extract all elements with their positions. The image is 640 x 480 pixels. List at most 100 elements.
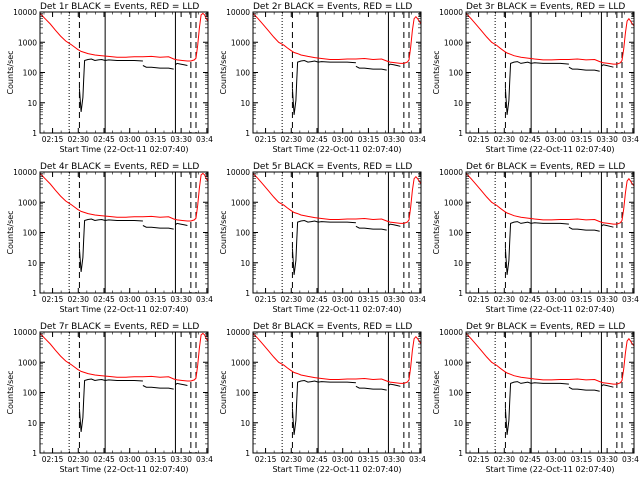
y-tick-label: 10 — [27, 419, 37, 428]
x-tick-label: 02:30 — [280, 295, 302, 304]
series-lld-line — [253, 333, 421, 384]
y-axis-label: Counts/sec — [219, 210, 228, 254]
y-tick-label: 10000 — [13, 8, 37, 17]
chart-title: Det 3r BLACK = Events, RED = LLD — [466, 2, 625, 12]
series-group — [466, 333, 634, 435]
x-tick-label: 02:15 — [42, 455, 64, 464]
series-events-line — [601, 64, 614, 68]
chart-svg: Det 8r BLACK = Events, RED = LLD 1 10 100 10… — [219, 322, 426, 474]
series-events-line — [78, 58, 143, 112]
series-group — [40, 332, 208, 432]
x-tick-label: 03:15 — [145, 455, 167, 464]
y-tick-label: 1000 — [18, 358, 37, 367]
x-tick-label: 03:30 — [383, 295, 405, 304]
series-group — [466, 173, 634, 275]
y-tick-label: 10000 — [226, 328, 250, 337]
y-axis-label: Counts/sec — [432, 50, 441, 94]
y-tick-label: 100 — [236, 229, 251, 238]
x-axis-label: Start Time (22-Oct-11 02:07:40) — [272, 305, 401, 314]
x-tick-label: 02:45 — [93, 455, 115, 464]
x-tick-label: 03:15 — [145, 135, 167, 144]
x-tick-label: 02:45 — [93, 295, 115, 304]
x-tick-label: 02:15 — [42, 135, 64, 144]
series-events-line — [355, 385, 387, 391]
series-events-line — [601, 384, 614, 388]
chart-svg: Det 5r BLACK = Events, RED = LLD 1 10 100 10… — [219, 162, 426, 314]
y-tick-label: 10000 — [226, 8, 250, 17]
y-tick-label: 10000 — [13, 328, 37, 337]
series-lld-line — [466, 13, 634, 65]
x-axis-label: Start Time (22-Oct-11 02:07:40) — [272, 465, 401, 474]
y-axis-label: Counts/sec — [432, 210, 441, 254]
detector-panel-2: Det 2r BLACK = Events, RED = LLD 1 10 100 10… — [213, 0, 426, 160]
y-tick-label: 1 — [32, 129, 37, 138]
y-tick-label: 10 — [240, 259, 250, 268]
y-axis-label: Counts/sec — [219, 370, 228, 414]
detector-panel-9: Det 9r BLACK = Events, RED = LLD 1 10 100 10… — [426, 320, 639, 480]
x-tick-label: 03:00 — [545, 295, 567, 304]
x-tick-label: 03:45 — [409, 135, 426, 144]
y-tick-label: 10000 — [226, 168, 250, 177]
y-tick-label: 10000 — [439, 328, 463, 337]
y-tick-label: 10000 — [13, 168, 37, 177]
chart-title: Det 5r BLACK = Events, RED = LLD — [253, 162, 412, 172]
x-tick-label: 02:45 — [519, 455, 541, 464]
x-tick-label: 03:30 — [383, 135, 405, 144]
x-tick-label: 02:15 — [468, 135, 490, 144]
x-tick-label: 02:15 — [42, 295, 64, 304]
series-events-line — [291, 59, 356, 115]
detector-panel-3: Det 3r BLACK = Events, RED = LLD 1 10 100 10… — [426, 0, 639, 160]
series-group — [466, 13, 634, 115]
x-tick-label: 03:00 — [119, 295, 141, 304]
y-axis-label: Counts/sec — [6, 50, 15, 94]
chart-svg: Det 3r BLACK = Events, RED = LLD 1 10 100 10… — [432, 2, 639, 154]
y-tick-label: 1000 — [444, 358, 463, 367]
plot-frame — [252, 11, 422, 134]
chart-svg: Det 6r BLACK = Events, RED = LLD 1 10 100 10… — [432, 162, 639, 314]
x-tick-label: 03:45 — [409, 455, 426, 464]
y-tick-label: 100 — [449, 229, 464, 238]
y-tick-label: 10 — [453, 99, 463, 108]
x-tick-label: 02:45 — [93, 135, 115, 144]
series-lld-line — [466, 333, 634, 385]
series-events-line — [78, 218, 143, 272]
y-tick-label: 1000 — [231, 358, 250, 367]
series-lld-line — [466, 173, 634, 225]
detector-panel-8: Det 8r BLACK = Events, RED = LLD 1 10 100 10… — [213, 320, 426, 480]
x-axis-label: Start Time (22-Oct-11 02:07:40) — [59, 145, 188, 154]
x-axis-label: Start Time (22-Oct-11 02:07:40) — [59, 465, 188, 474]
x-tick-label: 03:15 — [571, 455, 593, 464]
y-tick-label: 100 — [23, 69, 38, 78]
series-lld-line — [40, 172, 208, 222]
series-events-line — [388, 383, 401, 387]
x-tick-label: 02:15 — [468, 295, 490, 304]
x-axis-label: Start Time (22-Oct-11 02:07:40) — [485, 305, 614, 314]
series-events-line — [568, 66, 600, 72]
series-events-line — [504, 381, 569, 435]
chart-title: Det 8r BLACK = Events, RED = LLD — [253, 322, 412, 332]
x-tick-label: 02:30 — [280, 135, 302, 144]
series-events-line — [568, 226, 600, 232]
x-tick-label: 02:45 — [519, 295, 541, 304]
series-group — [40, 172, 208, 272]
x-tick-label: 02:30 — [280, 455, 302, 464]
x-tick-label: 02:30 — [67, 455, 89, 464]
x-tick-label: 02:30 — [493, 455, 515, 464]
y-tick-label: 1000 — [444, 38, 463, 47]
plot-frame — [252, 171, 422, 294]
y-tick-label: 1 — [458, 289, 463, 298]
detector-panel-6: Det 6r BLACK = Events, RED = LLD 1 10 100 10… — [426, 160, 639, 320]
x-tick-label: 02:15 — [255, 455, 277, 464]
x-tick-label: 02:45 — [306, 135, 328, 144]
y-tick-label: 100 — [449, 69, 464, 78]
x-tick-label: 03:30 — [596, 455, 618, 464]
series-events-line — [175, 222, 188, 226]
y-tick-label: 10 — [453, 419, 463, 428]
y-axis-label: Counts/sec — [432, 370, 441, 414]
y-axis-label: Counts/sec — [219, 50, 228, 94]
y-tick-label: 1 — [245, 449, 250, 458]
chart-svg: Det 7r BLACK = Events, RED = LLD 1 10 100 10… — [6, 322, 213, 474]
y-axis-label: Counts/sec — [6, 370, 15, 414]
y-tick-label: 100 — [236, 69, 251, 78]
